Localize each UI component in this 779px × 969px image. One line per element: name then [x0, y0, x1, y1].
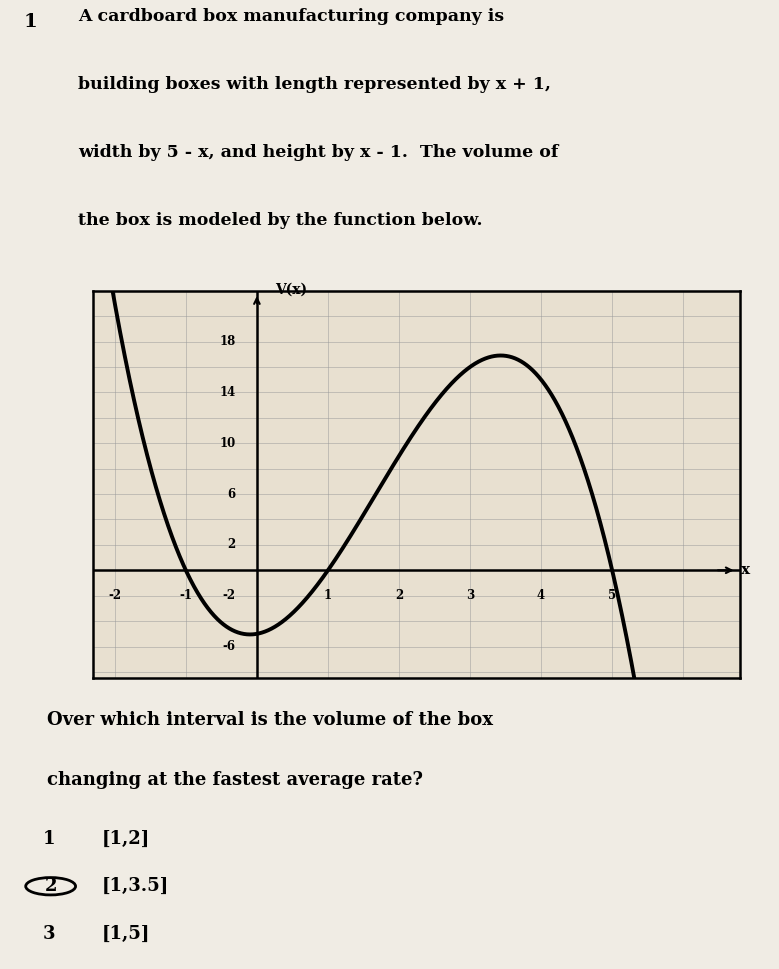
Text: A cardboard box manufacturing company is: A cardboard box manufacturing company is — [78, 8, 504, 25]
Text: -2: -2 — [223, 589, 235, 602]
Text: 2: 2 — [227, 539, 235, 551]
Text: 2: 2 — [44, 877, 57, 895]
Text: [1,3.5]: [1,3.5] — [101, 877, 168, 895]
Text: 1: 1 — [43, 829, 55, 848]
Text: 3: 3 — [43, 924, 55, 943]
Text: 10: 10 — [220, 437, 235, 450]
Text: 1: 1 — [23, 14, 37, 31]
Text: 2: 2 — [395, 589, 403, 603]
Text: changing at the fastest average rate?: changing at the fastest average rate? — [47, 771, 423, 789]
Text: -2: -2 — [108, 589, 122, 603]
Text: -6: -6 — [223, 641, 235, 653]
Text: the box is modeled by the function below.: the box is modeled by the function below… — [78, 212, 482, 229]
Text: x: x — [742, 563, 751, 578]
Text: 14: 14 — [220, 386, 235, 399]
Text: 6: 6 — [227, 487, 235, 501]
Text: width by 5 - x, and height by x - 1.  The volume of: width by 5 - x, and height by x - 1. The… — [78, 144, 559, 161]
Text: 3: 3 — [466, 589, 474, 603]
Text: 1: 1 — [324, 589, 332, 603]
Text: 4: 4 — [537, 589, 545, 603]
Text: -1: -1 — [179, 589, 192, 603]
Text: 18: 18 — [220, 335, 235, 348]
Text: [1,5]: [1,5] — [101, 924, 150, 943]
Text: Over which interval is the volume of the box: Over which interval is the volume of the… — [47, 711, 493, 730]
Text: [1,2]: [1,2] — [101, 829, 150, 848]
Text: 5: 5 — [608, 589, 616, 603]
Text: V(x): V(x) — [275, 283, 307, 297]
Text: building boxes with length represented by x + 1,: building boxes with length represented b… — [78, 76, 551, 93]
